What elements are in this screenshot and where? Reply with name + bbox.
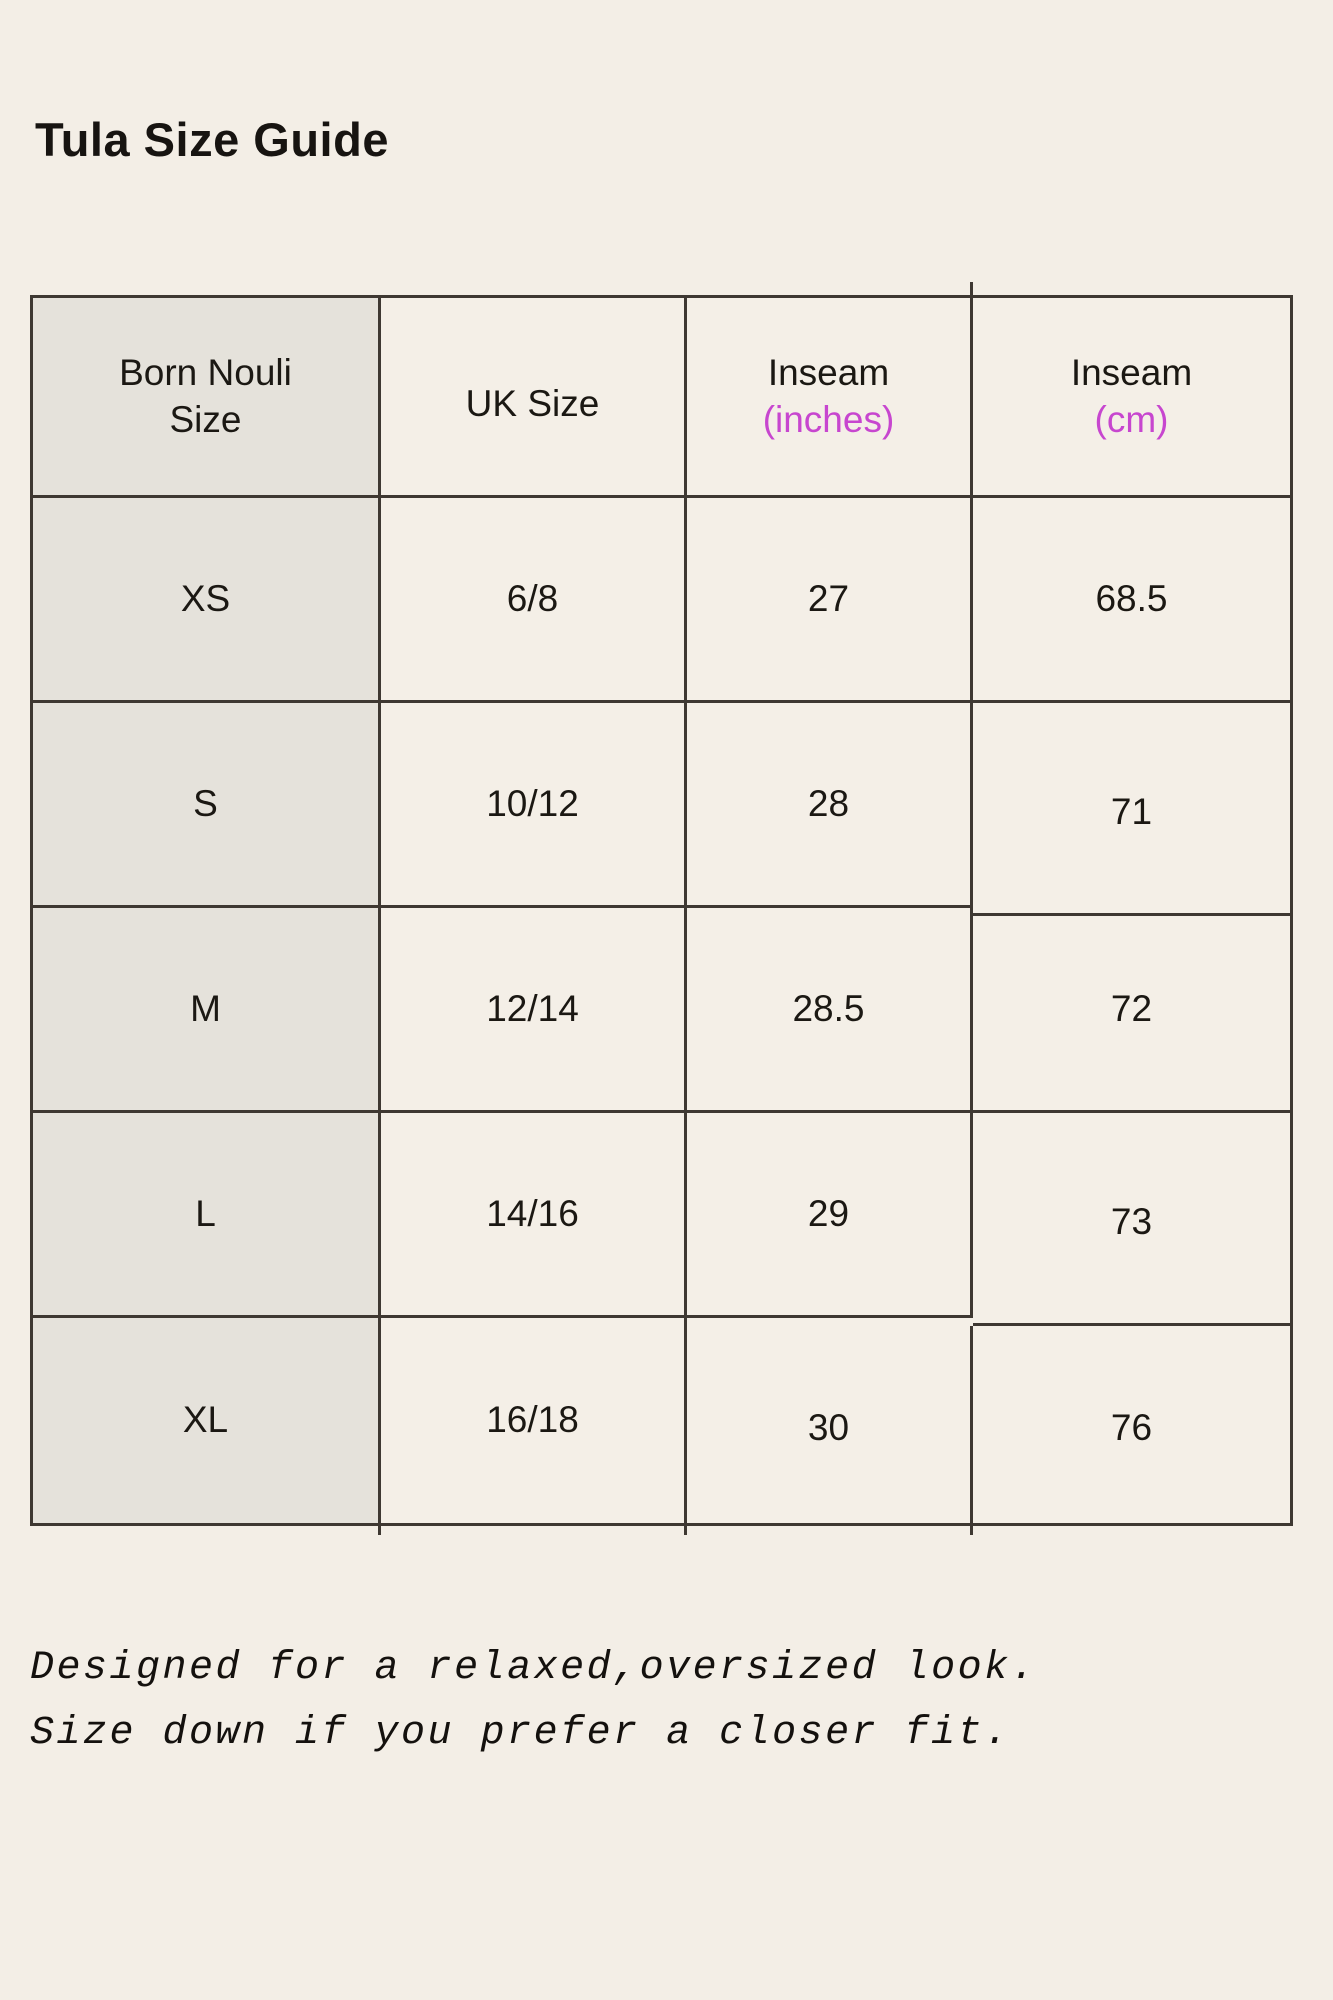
table-row-xl-inches: 30 [687, 1326, 973, 1531]
header-inseam-cm: Inseam (cm) [973, 298, 1290, 498]
header-inseam-inches-line1: Inseam [767, 352, 890, 394]
table-row-xl-uk: 16/18 [381, 1318, 687, 1523]
grid-tick [970, 282, 973, 296]
header-uk-size: UK Size [381, 298, 687, 498]
header-inseam-inches-unit: (inches) [762, 398, 895, 440]
grid-tick [684, 1522, 687, 1535]
header-inseam-inches: Inseam (inches) [687, 298, 973, 498]
grid-tick [970, 1522, 973, 1535]
table-row-xs-size: XS [33, 498, 381, 703]
table-row-l-cm: 73 [973, 1121, 1290, 1326]
table-row-xs-cm: 68.5 [973, 498, 1290, 703]
table-row-xs-uk: 6/8 [381, 498, 687, 703]
fit-note-line1: Designed for a relaxed,oversized look. [30, 1646, 1038, 1691]
page-title: Tula Size Guide [35, 113, 389, 166]
table-row-l-size: L [33, 1113, 381, 1318]
table-row-m-uk: 12/14 [381, 908, 687, 1113]
table-row-s-uk: 10/12 [381, 703, 687, 908]
table-row-m-cm: 72 [973, 908, 1290, 1113]
header-inseam-cm-unit: (cm) [1094, 398, 1169, 440]
table-row-l-uk: 14/16 [381, 1113, 687, 1318]
header-uk-size-label: UK Size [465, 383, 600, 425]
table-row-m-inches: 28.5 [687, 908, 973, 1113]
grid-tick [378, 1522, 381, 1535]
header-born-nouli-line1: Born Nouli [119, 352, 292, 394]
table-row-s-inches: 28 [687, 703, 973, 908]
table-row-s-size: S [33, 703, 381, 908]
table-row-l-inches: 29 [687, 1113, 973, 1318]
size-guide-table: Born Nouli Size UK Size Inseam (inches) … [30, 295, 1293, 1531]
header-born-nouli-line2: Size [169, 398, 242, 440]
table-row-s-cm: 71 [973, 711, 1290, 916]
table-row-m-size: M [33, 908, 381, 1113]
table-row-xl-cm: 76 [1110, 1407, 1153, 1449]
fit-note-line2: Size down if you prefer a closer fit. [30, 1711, 1011, 1756]
header-inseam-cm-line1: Inseam [1070, 352, 1193, 394]
header-born-nouli-size: Born Nouli Size [33, 298, 381, 498]
table-row-xl-size: XL [33, 1318, 381, 1523]
table-row-xs-inches: 27 [687, 498, 973, 703]
fit-note: Designed for a relaxed,oversized look. S… [30, 1636, 1037, 1766]
